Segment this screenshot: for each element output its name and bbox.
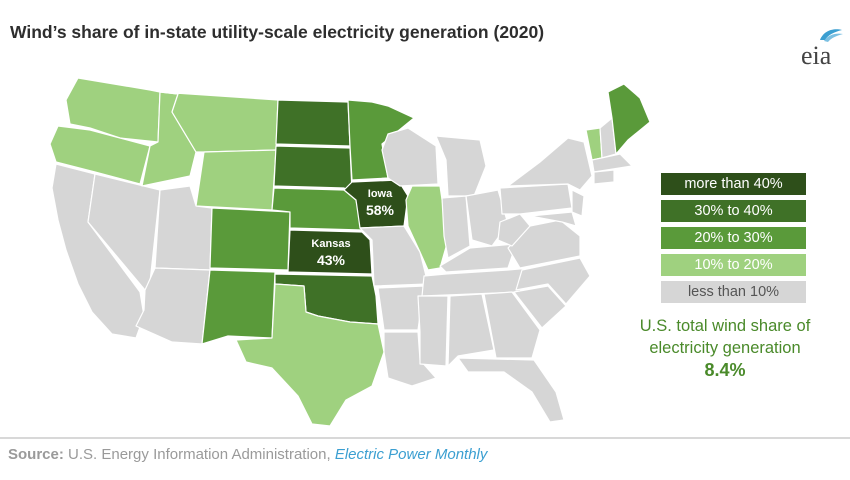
state-new-mexico bbox=[201, 269, 276, 345]
legend-item-10-to-20: 10% to 20% bbox=[661, 254, 806, 276]
state-wyoming bbox=[195, 149, 277, 211]
kansas-callout: Kansas 43% bbox=[311, 238, 350, 268]
legend-item-20-to-30: 20% to 30% bbox=[661, 227, 806, 249]
state-alabama bbox=[447, 293, 495, 367]
state-new-jersey bbox=[571, 189, 585, 217]
chart-title: Wind’s share of in-state utility-scale e… bbox=[10, 22, 545, 42]
source-line: Source: U.S. Energy Information Administ… bbox=[8, 446, 487, 463]
state-maine bbox=[607, 83, 651, 155]
state-missouri bbox=[359, 225, 429, 287]
logo-text: eia bbox=[801, 41, 832, 70]
eia-logo: eia bbox=[801, 29, 843, 70]
legend: more than 40% 30% to 40% 20% to 30% 10% … bbox=[661, 173, 806, 308]
state-pennsylvania bbox=[499, 183, 573, 215]
state-arkansas bbox=[377, 285, 425, 331]
state-maryland bbox=[529, 211, 577, 227]
logo-swoosh-icon bbox=[820, 29, 842, 40]
legend-item-less-than-10: less than 10% bbox=[661, 281, 806, 303]
state-georgia bbox=[483, 291, 541, 359]
state-colorado bbox=[209, 207, 291, 271]
state-new-york bbox=[507, 137, 593, 191]
state-kansas bbox=[287, 229, 373, 275]
iowa-label: Iowa bbox=[368, 188, 393, 200]
state-massachusetts bbox=[591, 153, 633, 173]
state-michigan bbox=[435, 135, 487, 197]
footer-divider bbox=[0, 437, 850, 439]
state-florida bbox=[457, 357, 565, 423]
legend-item-more-than-40: more than 40% bbox=[661, 173, 806, 195]
state-mississippi bbox=[417, 295, 449, 367]
state-north-carolina bbox=[515, 257, 591, 305]
source-label: Source: bbox=[8, 446, 64, 463]
total-value: 8.4% bbox=[704, 360, 746, 380]
state-west-virginia bbox=[497, 213, 531, 247]
total-line-1: U.S. total wind share of bbox=[639, 317, 811, 335]
iowa-callout: Iowa 58% bbox=[366, 188, 395, 218]
state-south-dakota bbox=[273, 145, 353, 193]
state-indiana bbox=[441, 195, 471, 259]
state-minnesota bbox=[347, 99, 415, 181]
legend-item-30-to-40: 30% to 40% bbox=[661, 200, 806, 222]
state-connecticut bbox=[593, 169, 615, 185]
state-oregon bbox=[49, 125, 151, 185]
source-agency: U.S. Energy Information Administration, bbox=[68, 446, 331, 463]
iowa-value: 58% bbox=[366, 202, 395, 218]
state-louisiana bbox=[383, 331, 437, 387]
kansas-label: Kansas bbox=[311, 238, 350, 250]
state-north-dakota bbox=[275, 99, 351, 147]
state-texas bbox=[235, 283, 385, 427]
state-vermont bbox=[585, 127, 603, 161]
total-wind-share: U.S. total wind share of electricity gen… bbox=[600, 315, 850, 381]
source-publication-link[interactable]: Electric Power Monthly bbox=[334, 446, 488, 463]
state-wisconsin bbox=[381, 127, 439, 187]
state-south-carolina bbox=[513, 285, 567, 329]
total-line-2: electricity generation bbox=[649, 339, 801, 357]
kansas-value: 43% bbox=[317, 252, 346, 268]
